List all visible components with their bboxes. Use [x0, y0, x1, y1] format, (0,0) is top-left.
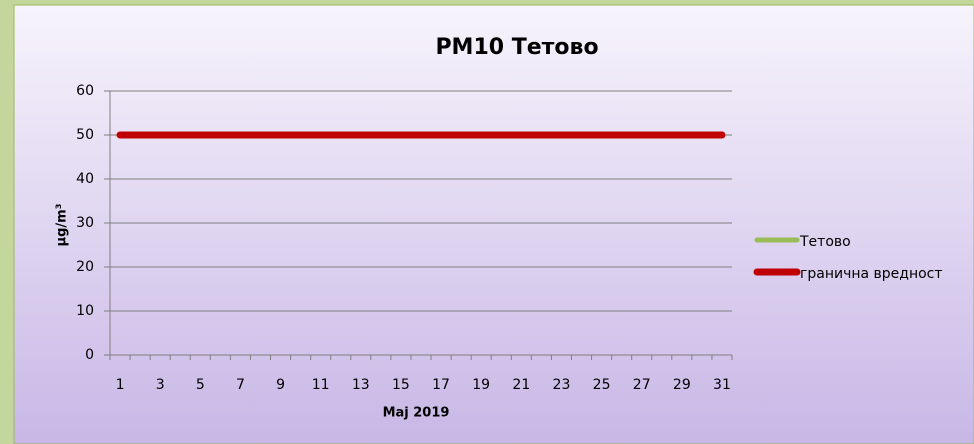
- x-tick-label: 25: [593, 377, 611, 393]
- x-tick-label: 23: [553, 377, 571, 393]
- x-tick-label: 5: [196, 377, 205, 393]
- x-tick-label: 31: [713, 377, 731, 393]
- y-tick-label: 60: [76, 83, 94, 99]
- y-tick-label: 20: [76, 259, 94, 275]
- x-tick-label: 1: [116, 377, 125, 393]
- legend-label: гранична вредност: [800, 266, 943, 282]
- y-tick-label: 50: [76, 127, 94, 143]
- x-tick-label: 19: [472, 377, 490, 393]
- x-tick-label: 3: [156, 377, 165, 393]
- y-tick-label: 10: [76, 303, 94, 319]
- y-tick-label: 0: [85, 347, 94, 363]
- x-axis-title: Maj 2019: [383, 406, 450, 421]
- x-tick-label: 29: [673, 377, 691, 393]
- x-tick-label: 21: [512, 377, 530, 393]
- y-tick-label: 30: [76, 215, 94, 231]
- y-axis-title: μg/m³: [55, 204, 70, 247]
- y-tick-label: 40: [76, 171, 94, 187]
- chart-title: PM10 Тетово: [435, 35, 598, 60]
- x-tick-label: 11: [312, 377, 330, 393]
- legend-label: Тетово: [799, 234, 851, 250]
- x-tick-label: 27: [633, 377, 651, 393]
- x-tick-label: 15: [392, 377, 410, 393]
- x-tick-label: 13: [352, 377, 370, 393]
- x-tick-label: 7: [236, 377, 245, 393]
- chart-background: [13, 4, 974, 444]
- x-tick-label: 9: [276, 377, 285, 393]
- x-tick-label: 17: [432, 377, 450, 393]
